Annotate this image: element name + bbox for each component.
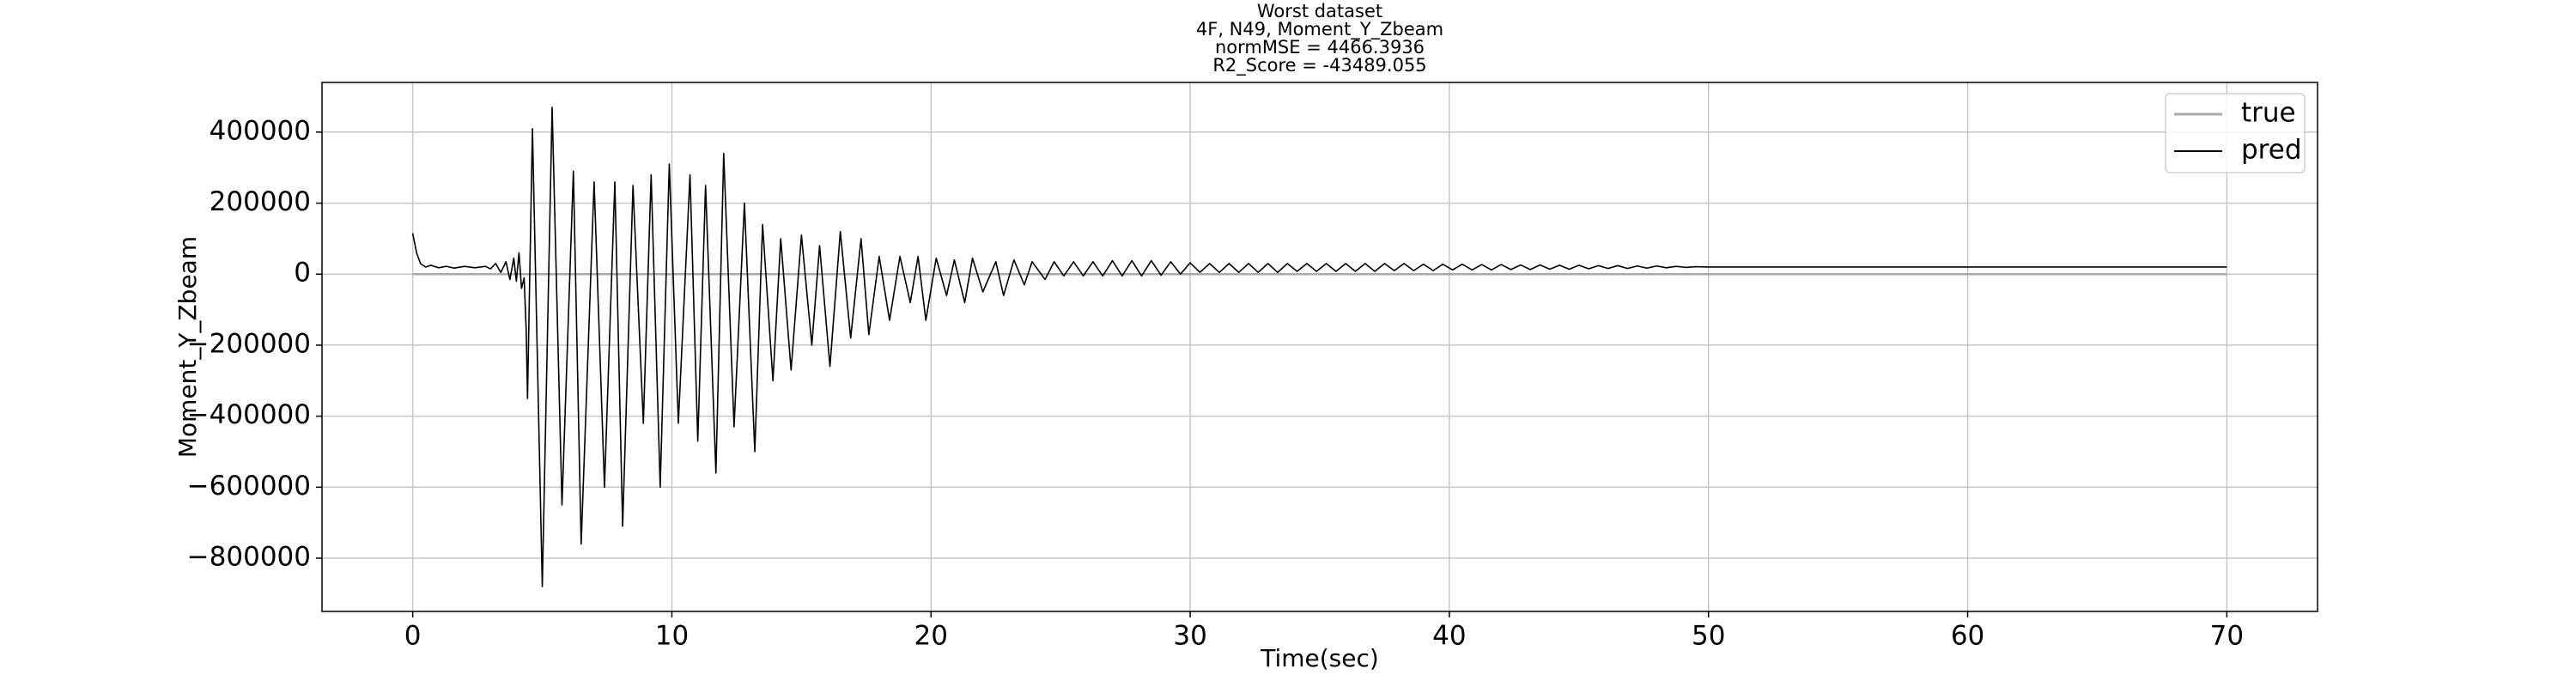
x-tick-label: 70 [2210,621,2244,652]
x-tick-label: 10 [655,621,689,652]
chart-title: normMSE = 4466.3936 [1215,37,1425,58]
x-tick-label: 40 [1432,621,1466,652]
x-tick-label: 30 [1173,621,1206,652]
y-tick-label: −800000 [187,541,311,572]
y-tick-label: −400000 [187,399,311,430]
x-tick-label: 0 [404,621,422,652]
y-tick-label: −200000 [187,328,311,359]
legend: true pred [2165,93,2306,173]
chart-title: 4F, N49, Moment_Y_Zbeam [1196,19,1443,40]
y-tick-label: 0 [294,258,311,289]
x-axis-label: Time(sec) [1260,644,1379,672]
chart-title: Worst dataset [1257,1,1382,21]
x-tick-label: 60 [1951,621,1984,652]
y-tick-label: −600000 [187,471,311,502]
x-tick-label: 50 [1692,621,1725,652]
y-axis-label: Moment_Y_Zbeam [173,236,202,458]
chart-title: R2_Score = -43489.055 [1212,55,1426,76]
data-line [411,106,2227,587]
x-tick-label: 20 [914,621,948,652]
legend-label: pred [2241,135,2302,166]
y-tick-label: 200000 [210,186,311,217]
y-tick-label: 400000 [210,115,311,146]
plot-frame [321,82,2318,612]
legend-label: true [2241,98,2296,129]
